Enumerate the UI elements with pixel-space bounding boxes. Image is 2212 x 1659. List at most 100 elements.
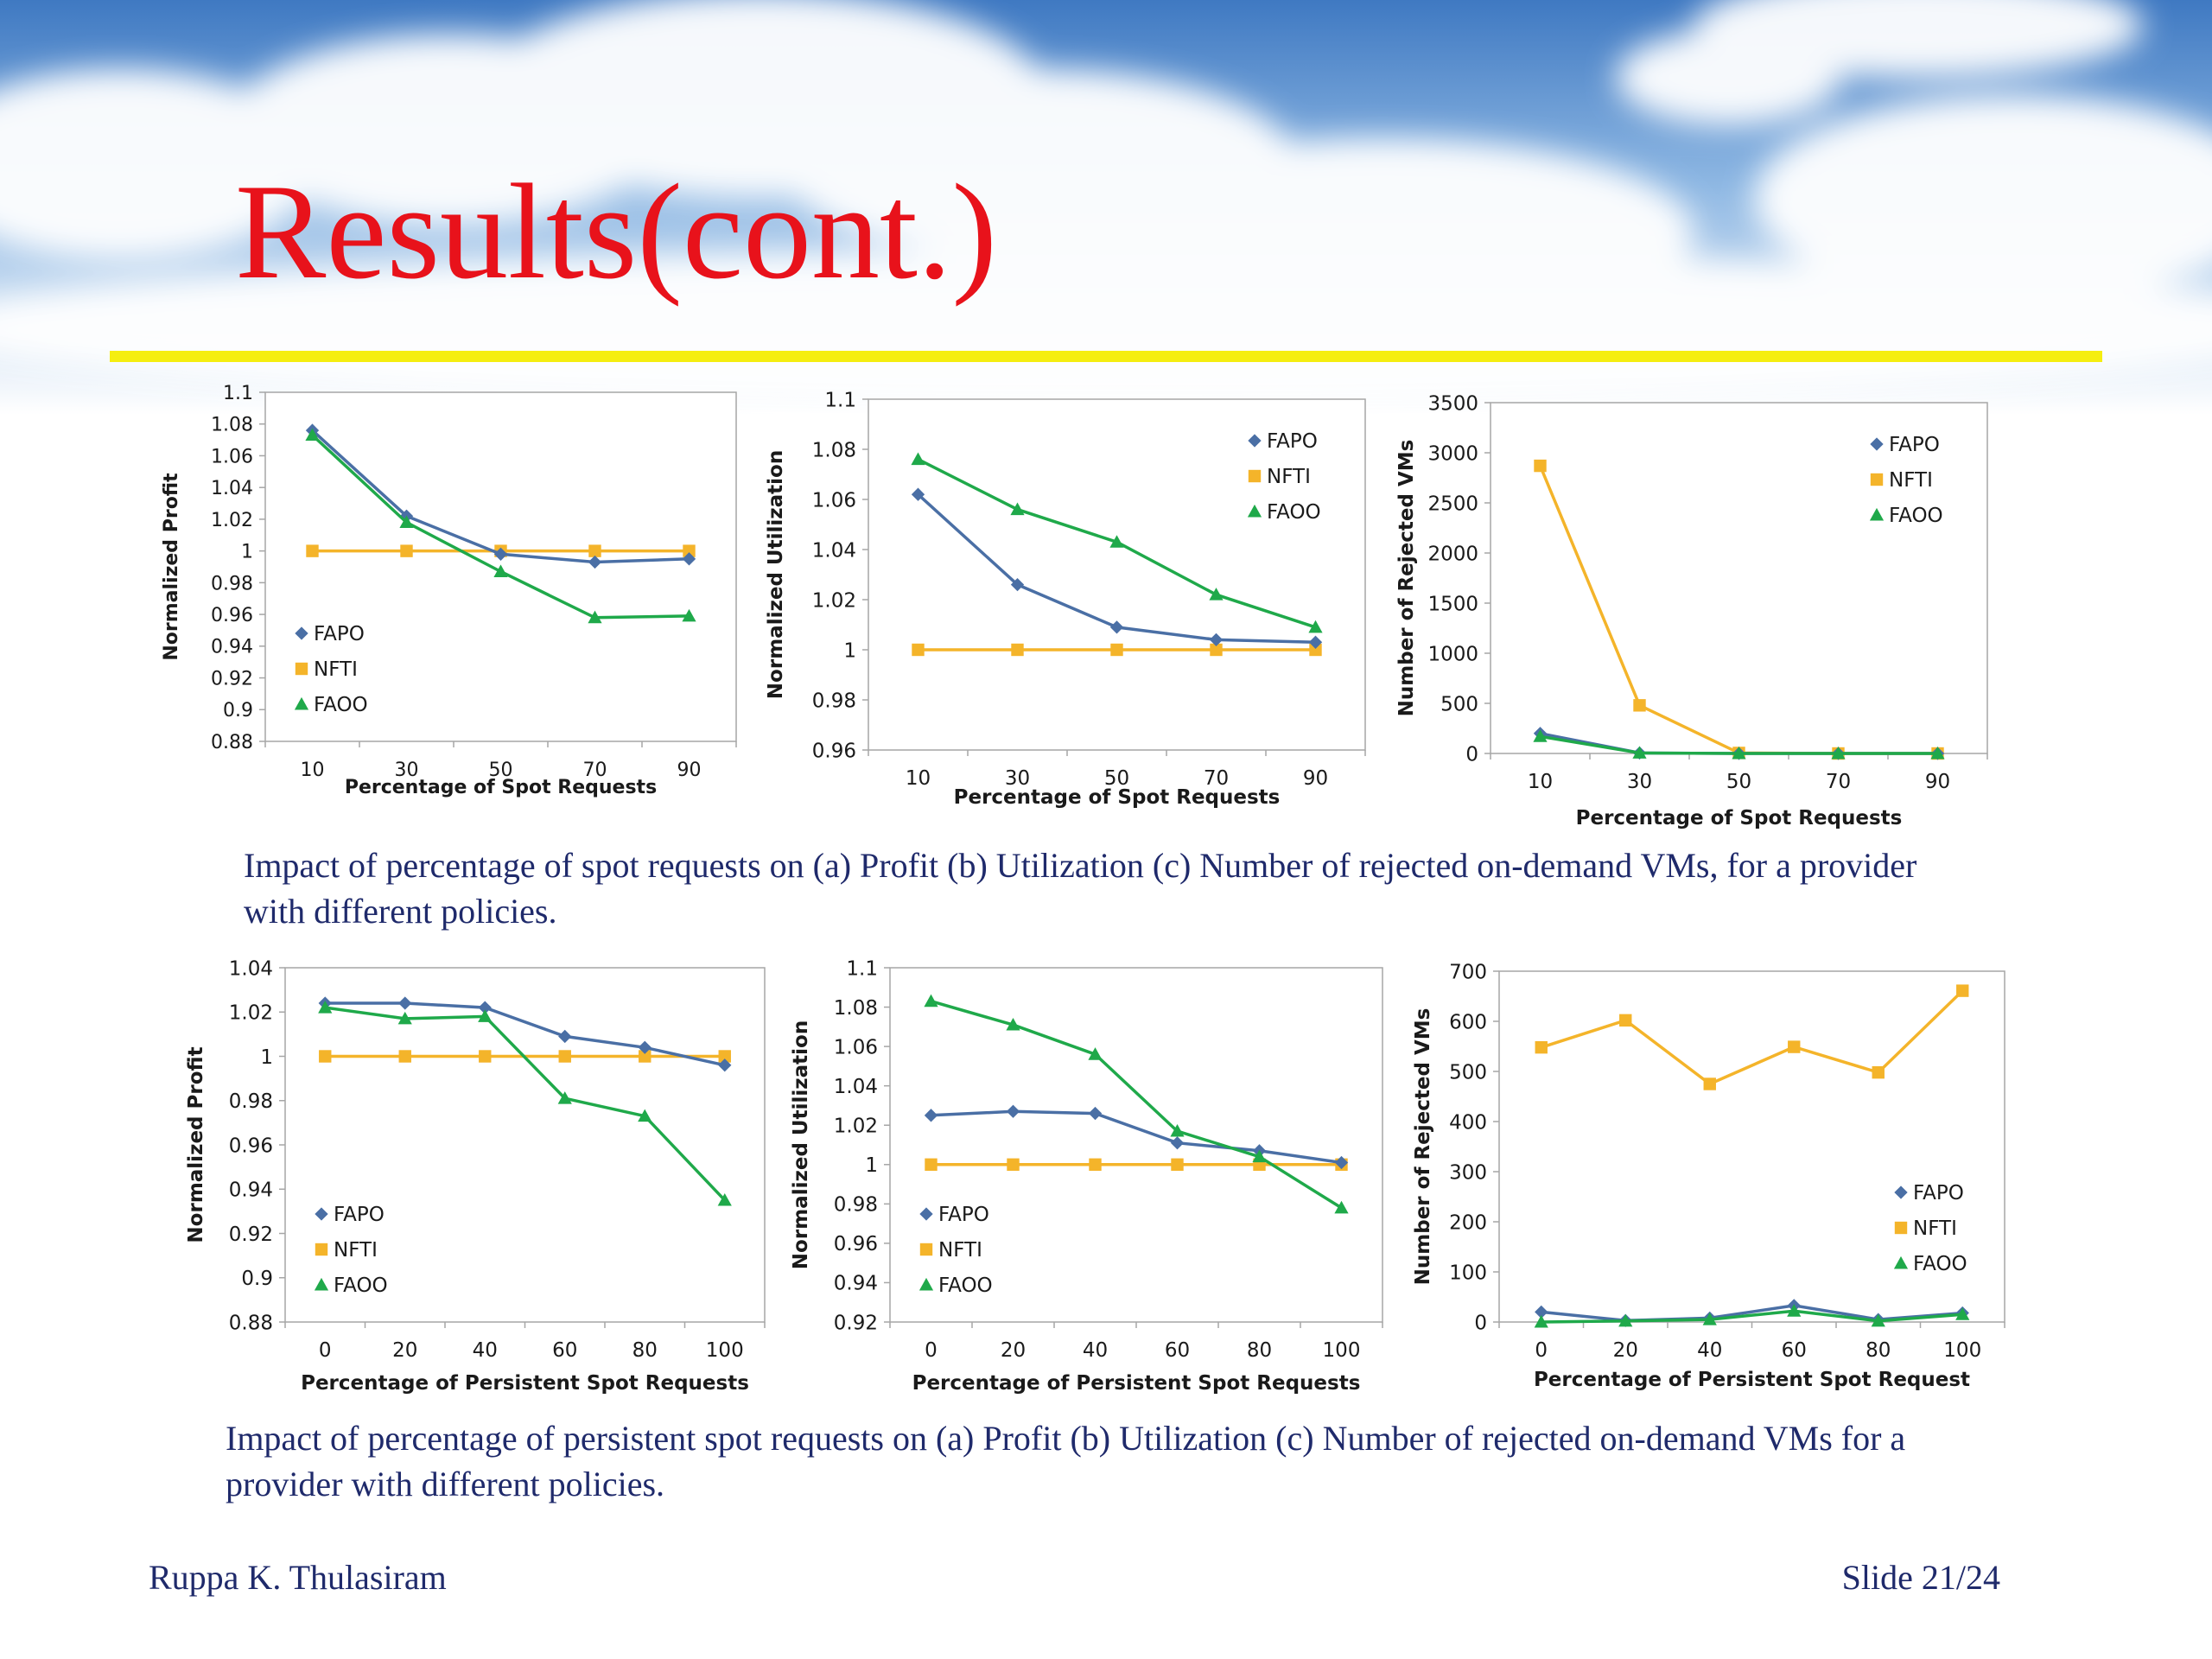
y-axis-label: Normalized Utilization <box>765 450 787 699</box>
data-point-faoo <box>717 1192 732 1206</box>
x-tick-label: 40 <box>1083 1339 1108 1362</box>
data-point-faoo <box>1006 1017 1020 1031</box>
y-tick-label: 1.04 <box>211 478 253 499</box>
x-tick-label: 50 <box>1726 771 1751 793</box>
x-tick-label: 80 <box>1866 1339 1891 1362</box>
y-tick-label: 0.94 <box>834 1273 878 1295</box>
y-tick-label: 0.98 <box>229 1090 273 1113</box>
legend-label-faoo: FAOO <box>1913 1253 1967 1275</box>
legend-marker-nfti <box>919 1243 933 1256</box>
x-tick-label: 10 <box>301 760 325 781</box>
y-tick-label: 1.04 <box>229 957 273 980</box>
chart-rejected-persistent: 0 100 200 300 400 500 600 700 0 20 40 60 80 100 Percen… <box>1412 961 2005 1391</box>
x-tick-label: 30 <box>395 760 419 781</box>
y-tick-label: 0.96 <box>812 740 856 762</box>
y-tick-label: 1.04 <box>834 1076 878 1098</box>
y-tick-label: 1.04 <box>812 539 856 562</box>
title-underline <box>110 351 2102 362</box>
y-axis-label: Number of Rejected VMs <box>1412 1008 1434 1286</box>
y-tick-label: 1.02 <box>229 1002 273 1025</box>
x-tick-label: 90 <box>677 760 702 781</box>
data-point-fapo <box>1109 620 1124 634</box>
data-point-nfti <box>1633 699 1646 712</box>
x-axis-label: Percentage of Persistent Spot Requests <box>301 1372 749 1395</box>
y-tick-label: 0.94 <box>229 1179 273 1202</box>
x-tick-label: 60 <box>552 1339 577 1362</box>
y-tick-label: 0.98 <box>812 690 856 712</box>
data-point-nfti <box>925 1158 938 1171</box>
y-tick-label: 1.02 <box>211 510 253 531</box>
legend-label-nfti: NFTI <box>314 658 358 681</box>
data-point-faoo <box>1252 1149 1267 1163</box>
plot-area <box>889 967 1383 1323</box>
y-tick-label: 0.88 <box>229 1312 273 1334</box>
caption-persistent-spot-requests: Impact of percentage of persistent spot … <box>226 1419 1906 1503</box>
y-tick-label: 0.98 <box>834 1194 878 1217</box>
legend-marker-fapo <box>1870 437 1884 451</box>
data-point-nfti <box>1089 1158 1102 1171</box>
y-tick-label: 500 <box>1449 1061 1487 1084</box>
y-tick-label: 100 <box>1449 1262 1487 1284</box>
plot-area <box>284 967 766 1323</box>
data-point-faoo <box>1170 1123 1185 1137</box>
data-point-faoo <box>1632 746 1647 759</box>
x-tick-label: 70 <box>583 760 607 781</box>
x-tick-label: 90 <box>1303 767 1328 790</box>
data-point-nfti <box>1011 643 1024 657</box>
y-axis-label: Number of Rejected VMs <box>1395 440 1418 717</box>
y-tick-label: 400 <box>1449 1111 1487 1134</box>
x-tick-label: 0 <box>1535 1339 1548 1362</box>
x-tick-label: 100 <box>1323 1339 1361 1362</box>
data-point-fapo <box>478 1001 492 1014</box>
data-point-nfti <box>400 544 413 557</box>
data-point-faoo <box>318 1001 333 1014</box>
data-point-faoo <box>478 1009 493 1022</box>
legend-marker-faoo <box>1247 504 1262 518</box>
series-line-nfti <box>1541 989 1964 1086</box>
y-tick-label: 3000 <box>1427 442 1478 465</box>
data-point-faoo <box>682 608 696 622</box>
y-axis-label: Normalized Utilization <box>790 1020 812 1269</box>
x-tick-label: 70 <box>1204 767 1229 790</box>
legend-marker-fapo <box>1894 1185 1908 1199</box>
y-tick-label: 1.06 <box>834 1036 878 1058</box>
y-tick-label: 1.1 <box>223 383 253 404</box>
legend-label-fapo: FAPO <box>314 623 365 645</box>
data-point-faoo <box>1109 535 1124 548</box>
sky-background <box>0 0 2212 415</box>
data-point-faoo <box>1533 729 1548 742</box>
legend-marker-faoo <box>314 1277 329 1291</box>
x-tick-label: 60 <box>1165 1339 1190 1362</box>
data-point-nfti <box>306 544 319 557</box>
data-point-fapo <box>1088 1106 1103 1121</box>
y-tick-label: 1.08 <box>834 997 878 1020</box>
author-name: Ruppa K. Thulasiram <box>149 1558 447 1597</box>
legend-label-nfti: NFTI <box>334 1239 378 1262</box>
y-axis-label: Normalized Profit <box>185 1046 207 1243</box>
data-point-faoo <box>588 610 602 624</box>
slide-title: Results(cont.) <box>235 156 998 308</box>
data-point-faoo <box>911 452 925 466</box>
data-point-nfti <box>319 1050 332 1063</box>
y-tick-label: 0 <box>1465 743 1478 766</box>
legend-marker-nfti <box>295 662 308 676</box>
y-tick-label: 0 <box>1474 1312 1487 1334</box>
data-point-nfti <box>479 1050 492 1063</box>
y-tick-label: 200 <box>1449 1211 1487 1234</box>
legend-marker-fapo <box>1248 434 1262 448</box>
data-point-fapo <box>1170 1136 1185 1150</box>
x-tick-label: 50 <box>1104 767 1129 790</box>
y-tick-label: 1.08 <box>211 415 253 436</box>
chart-utilization-persistent: 0.92 0.94 0.96 0.98 1 1.02 1.04 1.06 1.08 1.1 0 20 4… <box>790 957 1383 1395</box>
legend-label-nfti: NFTI <box>1913 1217 1957 1240</box>
data-point-faoo <box>638 1109 652 1122</box>
y-tick-label: 1 <box>865 1154 878 1177</box>
data-point-nfti <box>683 544 696 557</box>
y-tick-label: 1.08 <box>812 439 856 461</box>
data-point-nfti <box>1619 1014 1632 1027</box>
legend-label-fapo: FAPO <box>334 1204 385 1226</box>
series-line-faoo <box>325 1006 727 1202</box>
data-point-fapo <box>398 996 412 1010</box>
chart-profit-spot: 0.88 0.9 0.92 0.94 0.96 0.98 1 1.02 1.04 1.06 1.08… <box>161 383 737 798</box>
chart-profit-persistent: 0.88 0.9 0.92 0.94 0.96 0.98 1 1.02 1.04 0 20 40 60 8… <box>185 957 766 1395</box>
